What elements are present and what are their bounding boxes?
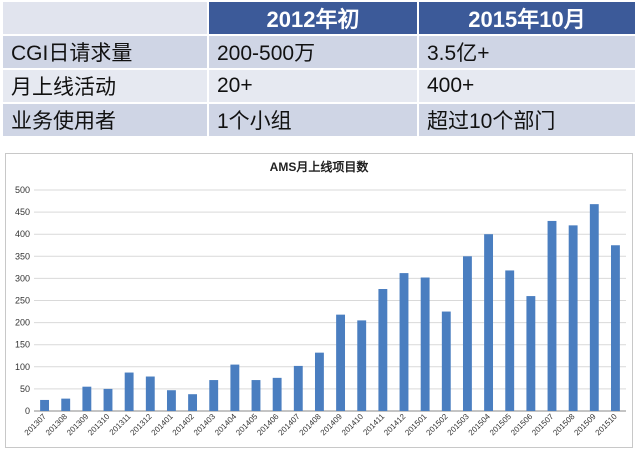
header-cell-2012: 2012年初 (209, 2, 419, 36)
x-tick-label: 201405 (234, 412, 260, 438)
comparison-table-wrap: 2012年初 2015年10月 CGI日请求量 200-500万 3.5亿+ 月… (3, 2, 637, 138)
x-tick-label: 201506 (509, 412, 535, 438)
bar (209, 380, 219, 411)
x-tick-label: 201504 (467, 412, 493, 438)
table-row: 月上线活动 20+ 400+ (3, 70, 637, 104)
bar-chart-panel: AMS月上线项目数 0 50 100 150 200 250 300 350 400 450 500… (5, 153, 633, 448)
x-tick-label: 201505 (488, 412, 514, 438)
bar (441, 311, 451, 411)
header-cell-2015: 2015年10月 (419, 2, 637, 36)
x-tick-label: 201501 (403, 412, 429, 438)
value-cell-2012: 20+ (209, 70, 419, 104)
x-tick-label: 201404 (213, 412, 239, 438)
y-tick-label: 500 (15, 185, 30, 195)
x-tick-label: 201410 (340, 412, 366, 438)
x-tick-label: 201312 (128, 412, 154, 438)
bar (610, 245, 620, 411)
bar (357, 320, 367, 411)
bar (399, 273, 409, 411)
bar-chart-svg: 0501001502002503003504004505002013072013… (15, 185, 626, 438)
bar (378, 289, 388, 411)
x-tick-label: 201402 (171, 412, 197, 438)
y-tick-label: 300 (15, 273, 30, 283)
bar (40, 399, 50, 411)
y-tick-label: 200 (15, 318, 30, 328)
value-cell-2015: 3.5亿+ (419, 36, 637, 70)
x-tick-label: 201308 (44, 412, 70, 438)
bar (526, 296, 536, 411)
bar (166, 390, 176, 411)
x-tick-label: 201407 (276, 412, 302, 438)
y-tick-label: 0 (25, 406, 30, 416)
bar (314, 352, 324, 411)
bar (103, 388, 113, 411)
row-label-cell: CGI日请求量 (3, 36, 209, 70)
x-tick-label: 201310 (86, 412, 112, 438)
bar (124, 372, 134, 411)
x-tick-label: 201502 (424, 412, 450, 438)
x-tick-label: 201403 (192, 412, 218, 438)
chart-title: AMS月上线项目数 (269, 160, 369, 174)
bar (188, 394, 198, 411)
bar (272, 377, 282, 411)
y-tick-label: 350 (15, 251, 30, 261)
y-tick-label: 100 (15, 362, 30, 372)
value-cell-2015: 超过10个部门 (419, 104, 637, 138)
comparison-table: 2012年初 2015年10月 CGI日请求量 200-500万 3.5亿+ 月… (3, 2, 637, 138)
x-tick-label: 201408 (298, 412, 324, 438)
y-tick-label: 50 (20, 384, 30, 394)
x-tick-label: 201406 (255, 412, 281, 438)
x-tick-label: 201401 (150, 412, 176, 438)
x-tick-label: 201508 (551, 412, 577, 438)
row-label-cell: 月上线活动 (3, 70, 209, 104)
bar (420, 277, 430, 411)
x-tick-label: 201510 (594, 412, 620, 438)
bar (61, 398, 71, 411)
bar (251, 380, 261, 411)
y-tick-label: 250 (15, 296, 30, 306)
bar (230, 364, 240, 411)
value-cell-2012: 1个小组 (209, 104, 419, 138)
table-row: 业务使用者 1个小组 超过10个部门 (3, 104, 637, 138)
x-tick-label: 201411 (361, 412, 386, 437)
header-corner-cell (3, 2, 209, 36)
bar (462, 256, 472, 411)
x-tick-label: 201412 (382, 412, 408, 438)
table-row: CGI日请求量 200-500万 3.5亿+ (3, 36, 637, 70)
bar (589, 204, 599, 411)
bar (82, 386, 92, 411)
bar (484, 234, 494, 411)
bar (145, 376, 155, 411)
x-tick-label: 201503 (446, 412, 472, 438)
bar (568, 225, 578, 411)
bar (505, 270, 515, 411)
bar (547, 220, 557, 411)
value-cell-2012: 200-500万 (209, 36, 419, 70)
x-tick-label: 201409 (319, 412, 345, 438)
bar (336, 314, 346, 411)
y-tick-label: 400 (15, 229, 30, 239)
y-tick-label: 450 (15, 207, 30, 217)
x-tick-label: 201309 (65, 412, 91, 438)
x-tick-label: 201311 (108, 412, 133, 437)
x-tick-label: 201509 (572, 412, 598, 438)
value-cell-2015: 400+ (419, 70, 637, 104)
x-tick-label: 201507 (530, 412, 556, 438)
table-header-row: 2012年初 2015年10月 (3, 2, 637, 36)
y-tick-label: 150 (15, 340, 30, 350)
row-label-cell: 业务使用者 (3, 104, 209, 138)
bar (293, 365, 303, 411)
